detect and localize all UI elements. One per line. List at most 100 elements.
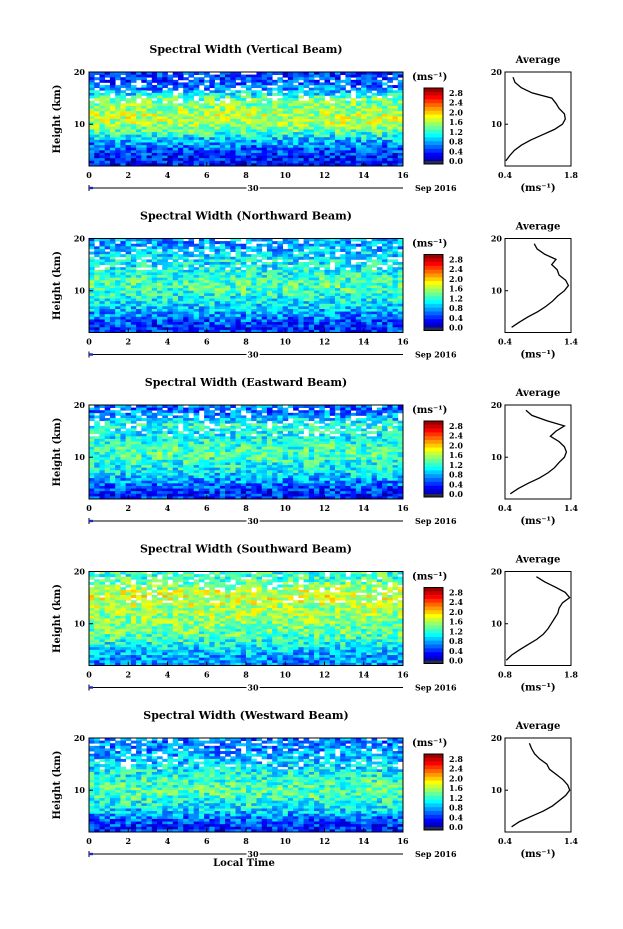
heatmap-cell <box>99 72 106 76</box>
colorbar-band <box>424 156 443 161</box>
heatmap-cell <box>261 139 268 143</box>
heatmap-cell <box>146 95 153 99</box>
heatmap-cell <box>151 428 158 432</box>
heatmap-cell <box>167 163 174 167</box>
colorbar-band <box>424 296 443 301</box>
heatmap-cell <box>136 438 142 442</box>
heatmap-cell <box>319 306 325 310</box>
heatmap-cell <box>361 267 367 271</box>
heatmap-cell <box>319 431 325 435</box>
heatmap-cell <box>355 103 362 107</box>
heatmap-cell <box>130 319 137 323</box>
heatmap-cell <box>94 95 100 99</box>
heatmap-cell <box>230 103 236 107</box>
heatmap-cell <box>167 90 174 94</box>
heatmap-cell <box>109 85 116 89</box>
heatmap-cell <box>293 295 299 299</box>
heatmap-cell <box>94 98 100 102</box>
heatmap-cell <box>219 438 226 442</box>
heatmap-cell <box>240 74 247 78</box>
heatmap-cell <box>355 132 362 136</box>
heatmap-cell <box>146 282 153 286</box>
heatmap-cell <box>162 436 168 440</box>
heatmap-cell <box>141 72 147 76</box>
heatmap-cell <box>209 155 215 159</box>
heatmap-cell <box>193 275 200 279</box>
heatmap-cell <box>167 262 174 266</box>
heatmap-cell <box>334 277 341 281</box>
heatmap-cell <box>141 327 147 331</box>
average-x-tick-label: 1.4 <box>564 337 578 347</box>
heatmap-cell <box>293 277 299 281</box>
heatmap-cell <box>366 327 372 331</box>
heatmap-cell <box>209 405 215 409</box>
heatmap-cell <box>183 293 189 297</box>
heatmap-cell <box>130 324 137 328</box>
heatmap-cell <box>387 251 393 255</box>
heatmap-cell <box>397 116 404 120</box>
heatmap-cell <box>183 441 189 445</box>
heatmap-cell <box>109 98 116 102</box>
heatmap-cell <box>282 126 289 130</box>
heatmap-cell <box>387 241 393 245</box>
heatmap-cell <box>94 248 100 252</box>
heatmap-cell <box>219 251 226 255</box>
heatmap-cell <box>376 126 383 130</box>
colorbar-tick-label: 2.8 <box>449 254 463 264</box>
heatmap-cell <box>277 241 284 245</box>
heatmap-cell <box>209 322 215 326</box>
heatmap-cell <box>162 129 168 133</box>
heatmap-cell <box>146 150 153 154</box>
heatmap-cell <box>272 137 278 141</box>
heatmap-cell <box>266 160 273 164</box>
heatmap-cell <box>261 85 268 89</box>
heatmap-cell <box>246 441 252 445</box>
heatmap-cell <box>172 285 179 289</box>
heatmap-cell <box>303 246 310 250</box>
heatmap-cell <box>219 277 226 281</box>
heatmap-cell <box>125 433 132 437</box>
heatmap-cell <box>329 290 336 294</box>
heatmap-cell <box>141 92 147 96</box>
heatmap-cell <box>319 85 325 89</box>
heatmap-cell <box>261 285 268 289</box>
heatmap-cell <box>387 420 393 424</box>
heatmap-cell <box>198 77 205 81</box>
heatmap-cell <box>130 85 137 89</box>
heatmap-cell <box>334 241 341 245</box>
heatmap-cell <box>141 428 147 432</box>
heatmap-cell <box>230 246 236 250</box>
heatmap-cell <box>94 405 100 409</box>
heatmap-cell <box>209 293 215 297</box>
heatmap-cell <box>345 329 352 333</box>
heatmap-cell <box>261 95 268 99</box>
heatmap-cell <box>225 147 231 151</box>
heatmap-cell <box>219 431 226 435</box>
heatmap-cell <box>214 441 221 445</box>
heatmap-cell <box>287 311 294 315</box>
heatmap-cell <box>376 410 383 414</box>
heatmap-cell <box>340 100 346 104</box>
heatmap-cell <box>167 309 174 313</box>
heatmap-cell <box>204 137 210 141</box>
heatmap-cell <box>298 246 304 250</box>
heatmap-cell <box>308 412 315 416</box>
heatmap-cell <box>204 293 210 297</box>
heatmap-cell <box>251 121 257 125</box>
heatmap-cell <box>162 160 168 164</box>
heatmap-cell <box>251 438 257 442</box>
heatmap-cell <box>167 132 174 136</box>
heatmap-cell <box>214 116 221 120</box>
heatmap-cell <box>329 324 336 328</box>
colorbar-tick-label: 2.0 <box>449 107 463 117</box>
heatmap-cell <box>209 433 215 437</box>
heatmap-cell <box>345 246 352 250</box>
heatmap-cell <box>361 85 367 89</box>
heatmap-cell <box>261 295 268 299</box>
heatmap-cell <box>172 147 179 151</box>
heatmap-cell <box>89 309 95 313</box>
heatmap-cell <box>162 105 168 109</box>
heatmap-cell <box>345 126 352 130</box>
heatmap-cell <box>261 301 268 305</box>
heatmap-cell <box>235 423 242 427</box>
